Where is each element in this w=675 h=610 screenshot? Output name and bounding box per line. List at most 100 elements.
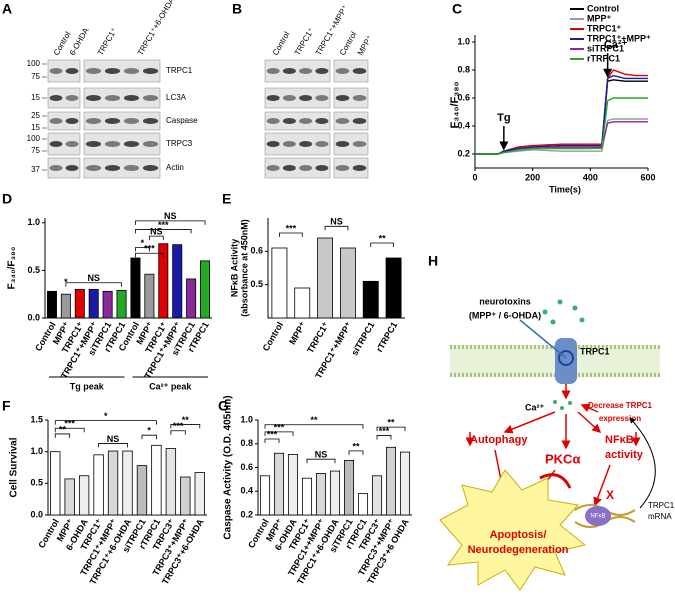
significance-bracket — [141, 434, 157, 440]
band — [352, 141, 367, 147]
significance-label: NS — [315, 450, 328, 460]
band — [266, 95, 280, 101]
significance-label: ** — [352, 441, 360, 451]
toxin-dots — [542, 299, 585, 325]
y-tick-label: 1.0 — [27, 217, 40, 227]
band — [335, 95, 350, 101]
mw-marker: 25 — [31, 111, 40, 120]
bar — [50, 451, 61, 516]
significance-label: NS — [330, 217, 343, 227]
bar — [93, 454, 104, 516]
blot-strip — [83, 87, 161, 109]
band — [142, 68, 159, 74]
series-line — [475, 97, 648, 155]
lane-label: TRPC1⁺+6-OHDA — [136, 0, 177, 57]
annotation: Tg — [497, 112, 510, 124]
bar — [46, 290, 57, 319]
significance-label: ** — [379, 233, 387, 243]
significance-bracket — [348, 450, 364, 455]
significance-bracket — [135, 229, 192, 234]
bar — [88, 289, 99, 319]
significance-label: * — [64, 277, 68, 287]
blot-strip — [83, 59, 161, 83]
band — [104, 141, 121, 147]
blot-strip — [333, 157, 369, 179]
panel-label: C — [452, 1, 462, 17]
legend-label: TRPC1⁺+MPP⁺ — [587, 33, 651, 43]
band — [315, 165, 329, 171]
band — [49, 68, 63, 74]
bar — [329, 470, 341, 516]
y-tick-label: 1.0 — [457, 36, 470, 46]
lane-label: MPP⁺ — [356, 34, 375, 57]
significance-bracket — [170, 424, 201, 429]
band — [282, 68, 296, 74]
legend-label: MPP⁺ — [587, 13, 612, 23]
y-tick-label: 0.5 — [27, 265, 40, 275]
mrna-label: TRPC1 — [648, 501, 675, 510]
channel — [555, 338, 577, 384]
blot-strip — [333, 59, 369, 83]
significance-label: NS — [107, 434, 120, 444]
y-tick-label: 0.6 — [250, 246, 263, 256]
lane-label: 6-OHDA — [68, 26, 91, 57]
band — [104, 165, 121, 171]
band — [104, 95, 121, 101]
x-tick-label: 200 — [525, 172, 540, 182]
y-tick-label: 0.2 — [457, 148, 470, 158]
toxin-label: (MPP⁺ / 6-OHDA) — [469, 310, 541, 320]
y-axis-label: Caspase Activity (O.D. 405nm) — [223, 395, 234, 539]
significance-label: ** — [387, 418, 395, 428]
band — [335, 165, 350, 171]
significance-label: *** — [274, 422, 285, 432]
band — [65, 141, 79, 147]
y-tick-label: 0.5 — [250, 279, 263, 289]
bar — [399, 451, 411, 516]
y-tick-label: 0.0 — [27, 312, 40, 322]
significance-bracket — [65, 282, 122, 287]
bar — [343, 459, 355, 516]
lane-label: TRPC1⁺ — [293, 26, 316, 57]
bar — [385, 446, 397, 516]
band — [142, 165, 159, 171]
calcium-label: Ca²⁺ — [525, 402, 545, 412]
blot-strip — [264, 132, 331, 156]
band — [65, 95, 79, 101]
significance-bracket — [306, 458, 336, 464]
bar — [130, 257, 141, 319]
toxin-label: neurotoxins — [479, 296, 531, 306]
significance-bracket — [135, 252, 164, 258]
significance-label: *** — [173, 421, 184, 431]
y-tick-label: 0.8 — [457, 64, 470, 74]
y-tick-label: 1.0 — [240, 414, 253, 424]
row-label: Caspase — [166, 116, 198, 125]
band — [104, 118, 121, 124]
outcome-burst — [439, 469, 587, 591]
pkc-label: PKCα — [545, 451, 580, 466]
nfkb-complex — [585, 506, 611, 526]
y-axis-label: (absorbance at 450nM) — [239, 219, 249, 317]
band — [266, 165, 280, 171]
panel-label: G — [218, 398, 229, 414]
complex-label: NFκB — [591, 514, 606, 520]
series-line — [475, 121, 648, 155]
block-label: X — [606, 488, 614, 502]
mw-marker: 15 — [31, 93, 40, 102]
x-tick-label: Control — [261, 320, 286, 353]
x-tick-label: 400 — [583, 172, 598, 182]
y-tick-label: 0.6 — [457, 92, 470, 102]
legend-label: Control — [587, 3, 619, 13]
band — [282, 141, 296, 147]
bar — [315, 473, 327, 516]
band — [299, 165, 313, 171]
y-tick-label: 0.0 — [30, 509, 43, 519]
y-tick-label: 1.0 — [30, 446, 43, 456]
outcome-label: Neurodegeneration — [468, 544, 569, 556]
row-label: LC3A — [166, 93, 187, 102]
blot-strip — [264, 157, 331, 179]
blot-strip — [264, 59, 331, 83]
band — [123, 118, 140, 124]
panel-label: B — [232, 1, 242, 17]
bar — [74, 289, 85, 319]
band — [49, 118, 63, 124]
